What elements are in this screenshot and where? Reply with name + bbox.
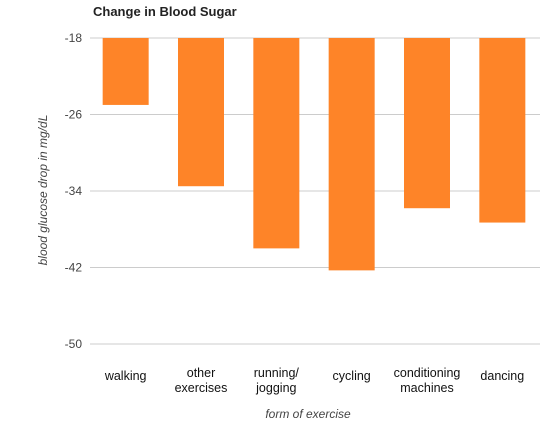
chart-title: Change in Blood Sugar — [93, 4, 237, 19]
bar — [253, 38, 300, 249]
y-tick-label: -34 — [65, 184, 83, 198]
bar — [328, 38, 375, 271]
y-tick-label: -26 — [65, 108, 83, 122]
bars — [102, 38, 526, 271]
y-tick-label: -42 — [65, 261, 83, 275]
x-tick-label: dancing — [480, 369, 524, 383]
x-axis-title: form of exercise — [265, 407, 351, 421]
x-tick-label: walking — [104, 369, 147, 383]
y-tick-label: -18 — [65, 31, 83, 45]
y-tick-label: -50 — [65, 337, 83, 351]
bar — [479, 38, 526, 223]
x-tick-label: running/jogging — [254, 366, 300, 395]
bar — [178, 38, 224, 187]
bar — [102, 38, 149, 105]
x-tick-label: other exercises — [175, 366, 228, 395]
x-tick-label: conditioning machines — [394, 366, 461, 395]
gridlines — [90, 37, 540, 345]
x-axis-ticks: walking other exercises running/jogging cycl… — [104, 366, 524, 395]
y-axis-ticks: -18 -26 -34 -42 -50 — [65, 31, 83, 351]
y-axis-title: blood glucose drop in mg/dL — [36, 115, 50, 266]
x-tick-label: cycling — [333, 369, 371, 383]
bar — [404, 38, 450, 209]
